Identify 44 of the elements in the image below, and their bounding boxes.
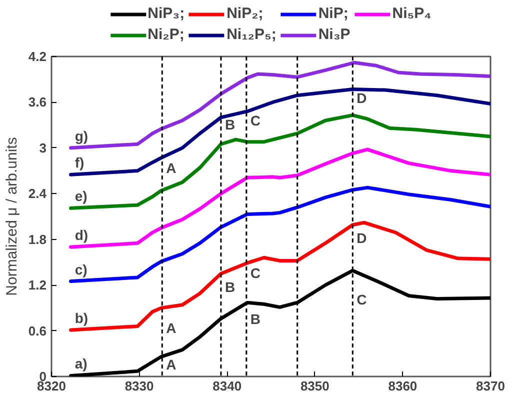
annotation: e) (74, 188, 88, 204)
annotation: g) (74, 128, 88, 144)
line-series (69, 113, 490, 210)
annotation: B (224, 116, 236, 132)
annotation: A (166, 160, 176, 176)
legend-label: Ni₃P (318, 26, 350, 43)
x-tick-label: 8340 (212, 378, 242, 394)
legend-label: Ni₂P; (148, 26, 184, 43)
annotation: c) (74, 261, 88, 278)
annotation: C (250, 112, 261, 129)
y-tick-label: 2.4 (28, 186, 48, 202)
annotation: f) (74, 154, 84, 171)
annotation: A (166, 356, 176, 372)
y-tick-label: 4.2 (28, 49, 47, 64)
annotation: b) (74, 310, 88, 326)
legend-label: Ni₁₂P₅; (226, 26, 276, 43)
annotation: d) (74, 226, 88, 243)
annotation: B (224, 278, 236, 295)
y-tick-label: 0.6 (28, 323, 47, 338)
line-series (69, 148, 490, 249)
line-series (69, 60, 490, 150)
x-tick-label: 8330 (124, 378, 154, 394)
y-tick-label: 3 (39, 140, 47, 156)
legend-label: NiP₂; (226, 5, 264, 22)
y-tick-label: 1.2 (28, 278, 47, 293)
line-series (69, 88, 490, 176)
x-tick-label: 8360 (388, 378, 418, 394)
annotation: B (250, 310, 261, 327)
y-tick-label: 3.6 (28, 94, 47, 110)
annotation: D (356, 90, 367, 106)
annotation: A (166, 320, 176, 336)
annotation: C (250, 265, 261, 282)
legend-label: NiP; (318, 5, 348, 22)
annotation: a) (74, 356, 88, 372)
y-tick-label: 1.8 (28, 232, 47, 247)
legend-label: Ni₅P₄ (392, 5, 432, 22)
annotation: D (356, 230, 367, 246)
line-series (69, 186, 490, 284)
legend-label: NiP₃; (148, 5, 185, 22)
x-tick-label: 8350 (300, 378, 330, 394)
y-axis-title: Normalized μ / arb.units (3, 137, 20, 296)
x-tick-label: 8370 (476, 378, 505, 394)
annotation: C (356, 292, 367, 308)
line-series (69, 220, 490, 332)
